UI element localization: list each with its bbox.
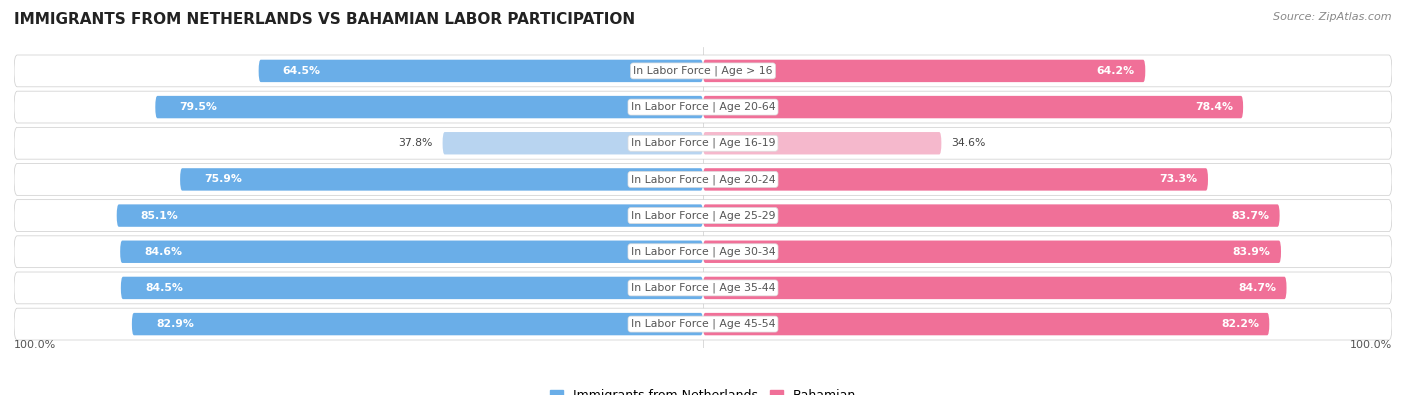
Text: 75.9%: 75.9% xyxy=(204,175,242,184)
Text: 85.1%: 85.1% xyxy=(141,211,179,220)
Text: 82.2%: 82.2% xyxy=(1220,319,1258,329)
FancyBboxPatch shape xyxy=(155,96,703,118)
Text: 79.5%: 79.5% xyxy=(180,102,218,112)
FancyBboxPatch shape xyxy=(14,272,1392,304)
Text: 84.6%: 84.6% xyxy=(145,247,183,257)
Text: In Labor Force | Age 20-24: In Labor Force | Age 20-24 xyxy=(631,174,775,185)
FancyBboxPatch shape xyxy=(14,55,1392,87)
FancyBboxPatch shape xyxy=(14,236,1392,268)
FancyBboxPatch shape xyxy=(703,168,1208,191)
Text: In Labor Force | Age 35-44: In Labor Force | Age 35-44 xyxy=(631,283,775,293)
Text: In Labor Force | Age 25-29: In Labor Force | Age 25-29 xyxy=(631,210,775,221)
FancyBboxPatch shape xyxy=(132,313,703,335)
FancyBboxPatch shape xyxy=(14,199,1392,231)
Text: 64.5%: 64.5% xyxy=(283,66,321,76)
Text: In Labor Force | Age 20-64: In Labor Force | Age 20-64 xyxy=(631,102,775,112)
FancyBboxPatch shape xyxy=(14,164,1392,196)
FancyBboxPatch shape xyxy=(703,241,1281,263)
FancyBboxPatch shape xyxy=(703,132,942,154)
Text: In Labor Force | Age 30-34: In Labor Force | Age 30-34 xyxy=(631,246,775,257)
Text: IMMIGRANTS FROM NETHERLANDS VS BAHAMIAN LABOR PARTICIPATION: IMMIGRANTS FROM NETHERLANDS VS BAHAMIAN … xyxy=(14,12,636,27)
FancyBboxPatch shape xyxy=(703,313,1270,335)
FancyBboxPatch shape xyxy=(14,308,1392,340)
Text: 78.4%: 78.4% xyxy=(1195,102,1233,112)
FancyBboxPatch shape xyxy=(703,277,1286,299)
Text: Source: ZipAtlas.com: Source: ZipAtlas.com xyxy=(1274,12,1392,22)
Text: 84.7%: 84.7% xyxy=(1239,283,1277,293)
Text: 34.6%: 34.6% xyxy=(952,138,986,148)
Text: 100.0%: 100.0% xyxy=(14,340,56,350)
Text: In Labor Force | Age 16-19: In Labor Force | Age 16-19 xyxy=(631,138,775,149)
Text: 73.3%: 73.3% xyxy=(1160,175,1198,184)
Text: 84.5%: 84.5% xyxy=(145,283,183,293)
Text: In Labor Force | Age 45-54: In Labor Force | Age 45-54 xyxy=(631,319,775,329)
Text: 100.0%: 100.0% xyxy=(1350,340,1392,350)
Text: 83.7%: 83.7% xyxy=(1232,211,1270,220)
Text: In Labor Force | Age > 16: In Labor Force | Age > 16 xyxy=(633,66,773,76)
Text: 37.8%: 37.8% xyxy=(398,138,432,148)
FancyBboxPatch shape xyxy=(703,96,1243,118)
Text: 64.2%: 64.2% xyxy=(1097,66,1135,76)
FancyBboxPatch shape xyxy=(703,60,1146,82)
FancyBboxPatch shape xyxy=(259,60,703,82)
Text: 83.9%: 83.9% xyxy=(1233,247,1271,257)
FancyBboxPatch shape xyxy=(14,127,1392,159)
FancyBboxPatch shape xyxy=(443,132,703,154)
FancyBboxPatch shape xyxy=(121,277,703,299)
FancyBboxPatch shape xyxy=(117,204,703,227)
Text: 82.9%: 82.9% xyxy=(156,319,194,329)
FancyBboxPatch shape xyxy=(14,91,1392,123)
FancyBboxPatch shape xyxy=(703,204,1279,227)
Legend: Immigrants from Netherlands, Bahamian: Immigrants from Netherlands, Bahamian xyxy=(546,384,860,395)
FancyBboxPatch shape xyxy=(120,241,703,263)
FancyBboxPatch shape xyxy=(180,168,703,191)
